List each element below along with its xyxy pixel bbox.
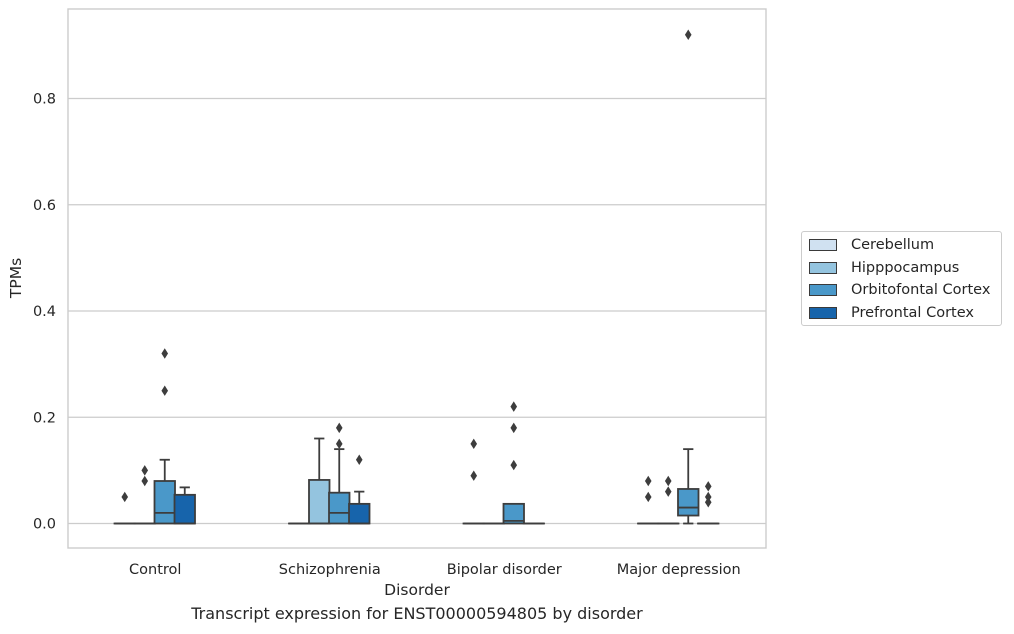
outlier-point <box>161 385 169 396</box>
outlier-point <box>510 459 518 471</box>
box-orbitofontal-cortex <box>153 348 176 525</box>
y-ticks: 0.0 0.2 0.4 0.6 0.8 <box>33 92 56 533</box>
box-hipppocampus <box>308 437 331 525</box>
box-hipppocampus <box>133 465 156 525</box>
legend-label: Hipppocampus <box>851 259 960 276</box>
box-prefrontal-cortex <box>348 454 371 525</box>
outlier-point <box>684 29 692 40</box>
box-body <box>502 502 525 525</box>
x-tick-label: Major depression <box>617 562 741 578</box>
y-axis-label: TPMs <box>7 258 25 299</box>
outlier-point <box>141 475 149 487</box>
legend-swatch <box>809 284 837 296</box>
outlier-point <box>704 491 712 503</box>
legend: Cerebellum Hipppocampus Orbitofontal Corte… <box>801 231 1002 326</box>
legend-item: Prefrontal Cortex <box>809 303 974 323</box>
outlier-point <box>644 491 652 503</box>
x-ticks: Control Schizophrenia Bipolar disorder Majo… <box>129 562 741 578</box>
outlier-point <box>664 486 672 497</box>
legend-label: Cerebellum <box>851 237 935 253</box>
legend-swatch <box>809 261 837 274</box>
x-tick-label: Bipolar disorder <box>447 562 562 578</box>
box-body <box>677 488 700 517</box>
box-body <box>153 480 176 525</box>
outlier-point <box>704 481 712 492</box>
outlier-point <box>355 454 363 465</box>
box-orbitofontal-cortex <box>502 401 525 525</box>
box-prefrontal-cortex <box>697 481 720 525</box>
box-prefrontal-cortex <box>173 486 196 525</box>
box-orbitofontal-cortex <box>328 422 351 525</box>
outlier-point <box>335 438 343 450</box>
outlier-point <box>644 475 652 487</box>
outlier-point <box>510 401 518 412</box>
legend-item: Hipppocampus <box>809 258 959 278</box>
box-cerebellum <box>637 475 660 525</box>
legend-label: Orbitofontal Cortex <box>851 282 991 298</box>
outlier-point <box>470 438 478 450</box>
x-axis-label: Disorder <box>384 581 450 599</box>
box-orbitofontal-cortex <box>677 29 700 525</box>
box-body <box>173 493 196 525</box>
box-body <box>348 502 371 525</box>
legend-label: Prefrontal Cortex <box>851 304 974 321</box>
figure-caption: Transcript expression for ENST0000059480… <box>191 604 643 623</box>
legend-item: Cerebellum <box>809 235 934 255</box>
y-tick-label: 0.4 <box>33 304 56 320</box>
box-body <box>328 491 351 525</box>
outlier-point <box>335 422 343 434</box>
outlier-point <box>161 348 169 359</box>
outlier-point <box>121 491 129 503</box>
y-tick-label: 0.2 <box>33 410 56 426</box>
box-cerebellum <box>113 491 136 525</box>
outlier-point <box>664 475 672 487</box>
x-tick-label: Control <box>129 562 181 578</box>
outlier-point <box>141 465 149 476</box>
y-tick-label: 0.0 <box>33 517 56 533</box>
y-tick-label: 0.6 <box>33 198 56 214</box>
legend-swatch <box>809 306 837 319</box>
plot-frame <box>67 8 767 549</box>
boxes <box>113 29 720 525</box>
box-body <box>308 479 331 525</box>
y-tick-label: 0.8 <box>33 92 56 108</box>
gridlines <box>68 97 766 525</box>
outlier-point <box>470 470 478 481</box>
outlier-point <box>510 422 518 434</box>
x-tick-label: Schizophrenia <box>279 562 381 578</box>
box-cerebellum <box>462 438 485 525</box>
legend-swatch <box>809 239 837 251</box>
outlier-point <box>704 497 712 508</box>
legend-item: Orbitofontal Cortex <box>809 280 990 300</box>
box-hipppocampus <box>657 475 680 525</box>
